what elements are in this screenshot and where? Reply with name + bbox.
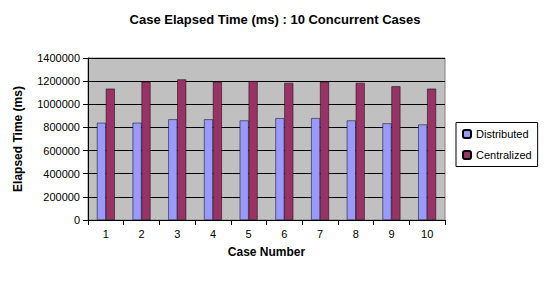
svg-text:0: 0 [74,214,80,226]
svg-text:Elapsed Time (ms): Elapsed Time (ms) [11,86,25,192]
svg-text:2: 2 [138,228,144,240]
svg-text:Distributed: Distributed [476,128,529,140]
svg-text:600000: 600000 [43,145,80,157]
svg-text:3: 3 [174,228,180,240]
svg-text:400000: 400000 [43,168,80,180]
svg-text:Centralized: Centralized [476,149,532,161]
svg-text:5: 5 [246,228,252,240]
svg-text:8: 8 [353,228,359,240]
svg-text:1000000: 1000000 [37,98,80,110]
svg-text:Case Elapsed Time (ms) : 10 Co: Case Elapsed Time (ms) : 10 Concurrent C… [130,12,421,27]
svg-text:1200000: 1200000 [37,75,80,87]
svg-text:7: 7 [317,228,323,240]
svg-text:200000: 200000 [43,191,80,203]
svg-text:9: 9 [388,228,394,240]
svg-text:10: 10 [421,228,433,240]
svg-text:6: 6 [281,228,287,240]
svg-text:1: 1 [103,228,109,240]
svg-text:Case Number: Case Number [228,245,306,259]
svg-text:800000: 800000 [43,121,80,133]
svg-text:4: 4 [210,228,216,240]
svg-text:1400000: 1400000 [37,52,80,64]
